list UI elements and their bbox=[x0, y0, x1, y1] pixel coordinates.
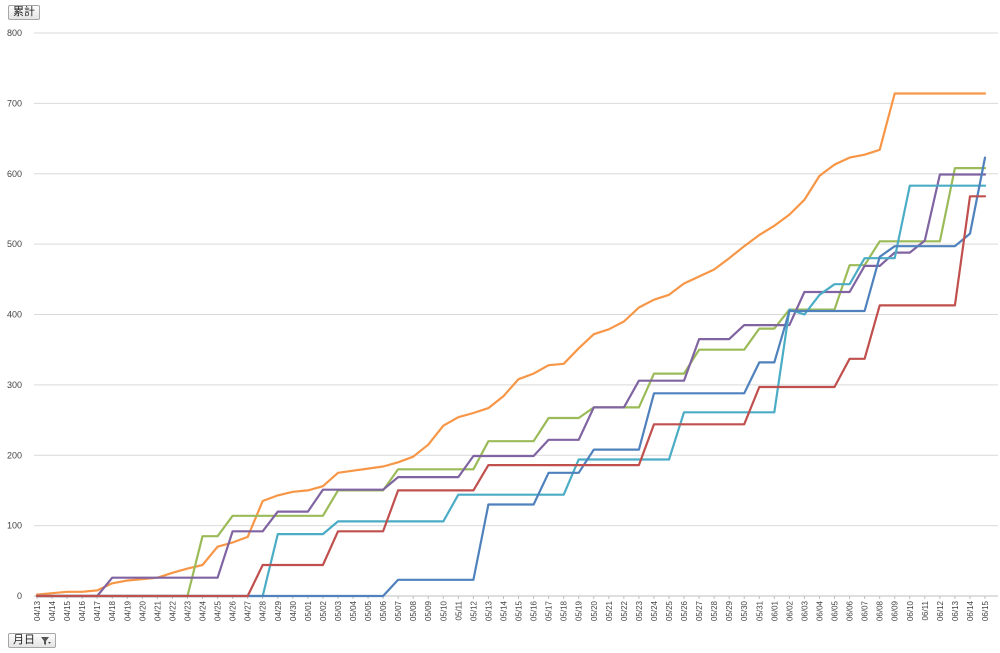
x-tick-label: 05/27 bbox=[695, 600, 704, 621]
x-tick-label: 04/19 bbox=[123, 600, 132, 621]
x-tick-label: 04/20 bbox=[138, 600, 147, 621]
series-line-3[interactable] bbox=[35, 173, 987, 598]
x-tick-label: 05/19 bbox=[575, 600, 584, 621]
x-tick-label: 06/03 bbox=[800, 600, 809, 621]
x-tick-label: 06/10 bbox=[906, 600, 915, 621]
x-tick-label: 06/08 bbox=[876, 600, 885, 621]
x-tick-label: 04/25 bbox=[214, 600, 223, 621]
x-tick-label: 05/15 bbox=[515, 600, 524, 621]
x-tick-label: 04/21 bbox=[153, 600, 162, 621]
x-tick-label: 05/23 bbox=[635, 600, 644, 621]
series-line-2[interactable] bbox=[35, 167, 987, 598]
x-tick-label: 04/13 bbox=[33, 600, 42, 621]
x-tick-label: 05/22 bbox=[620, 600, 629, 621]
x-tick-label: 05/04 bbox=[349, 600, 358, 621]
x-tick-label: 05/20 bbox=[590, 600, 599, 621]
axis-field-label: 月日 bbox=[13, 634, 35, 646]
x-tick-label: 04/14 bbox=[48, 600, 57, 621]
x-tick-label: 06/11 bbox=[921, 600, 930, 620]
x-tick-label: 05/13 bbox=[484, 600, 493, 621]
x-tick-label: 05/06 bbox=[379, 600, 388, 621]
x-tick-label: 04/30 bbox=[289, 600, 298, 621]
x-tick-label: 05/05 bbox=[364, 600, 373, 621]
x-tick-label: 06/06 bbox=[846, 600, 855, 621]
value-field-label: 累計 bbox=[13, 6, 35, 18]
value-field-button[interactable]: 累計 bbox=[8, 5, 40, 20]
x-tick-label: 06/14 bbox=[966, 600, 975, 621]
x-tick-label: 04/28 bbox=[259, 600, 268, 621]
x-tick-label: 06/09 bbox=[891, 600, 900, 621]
x-tick-label: 05/25 bbox=[665, 600, 674, 621]
x-tick-label: 04/27 bbox=[244, 600, 253, 621]
x-tick-label: 05/07 bbox=[394, 600, 403, 621]
x-tick-label: 06/05 bbox=[831, 600, 840, 621]
x-tick-label: 05/01 bbox=[304, 600, 313, 621]
x-tick-label: 06/13 bbox=[951, 600, 960, 621]
series-line-1[interactable] bbox=[35, 92, 987, 596]
x-tick-label: 05/03 bbox=[334, 600, 343, 621]
y-tick-label: 700 bbox=[7, 98, 22, 108]
x-tick-label: 05/02 bbox=[319, 600, 328, 621]
x-tick-label: 04/29 bbox=[274, 600, 283, 621]
x-tick-label: 05/24 bbox=[650, 600, 659, 621]
filter-icon[interactable] bbox=[41, 636, 51, 646]
x-tick-label: 06/15 bbox=[981, 600, 990, 621]
x-tick-label: 05/08 bbox=[409, 600, 418, 621]
x-tick-label: 05/17 bbox=[545, 600, 554, 621]
x-tick-label: 06/12 bbox=[936, 600, 945, 621]
x-tick-label: 06/02 bbox=[785, 600, 794, 621]
x-tick-label: 05/09 bbox=[424, 600, 433, 621]
x-tick-label: 04/24 bbox=[199, 600, 208, 621]
x-tick-label: 05/14 bbox=[499, 600, 508, 621]
x-tick-label: 04/15 bbox=[63, 600, 72, 621]
y-tick-label: 600 bbox=[7, 169, 22, 179]
x-tick-label: 05/31 bbox=[755, 600, 764, 621]
y-tick-label: 500 bbox=[7, 239, 22, 249]
x-tick-label: 05/11 bbox=[454, 600, 463, 620]
y-tick-label: 300 bbox=[7, 380, 22, 390]
x-tick-label: 04/22 bbox=[168, 600, 177, 621]
x-tick-label: 04/16 bbox=[78, 600, 87, 621]
x-tick-label: 05/29 bbox=[725, 600, 734, 621]
x-tick-label: 05/26 bbox=[680, 600, 689, 621]
y-tick-label: 0 bbox=[17, 591, 22, 601]
x-tick-label: 05/10 bbox=[439, 600, 448, 621]
y-tick-label: 200 bbox=[7, 450, 22, 460]
x-tick-label: 05/28 bbox=[710, 600, 719, 621]
axis-field-button[interactable]: 月日 bbox=[8, 633, 56, 648]
x-tick-label: 05/30 bbox=[740, 600, 749, 621]
x-tick-label: 04/17 bbox=[93, 600, 102, 621]
x-tick-label: 06/04 bbox=[815, 600, 824, 621]
x-tick-label: 04/23 bbox=[183, 600, 192, 621]
x-tick-label: 06/01 bbox=[770, 600, 779, 621]
x-tick-label: 05/12 bbox=[469, 600, 478, 621]
series-line-6[interactable] bbox=[35, 195, 987, 598]
series-line-4[interactable] bbox=[35, 184, 987, 598]
y-tick-label: 100 bbox=[7, 521, 22, 531]
x-tick-label: 04/26 bbox=[229, 600, 238, 621]
x-tick-label: 04/18 bbox=[108, 600, 117, 621]
x-tick-label: 05/18 bbox=[560, 600, 569, 621]
x-tick-label: 06/07 bbox=[861, 600, 870, 621]
y-tick-label: 400 bbox=[7, 310, 22, 320]
y-tick-label: 800 bbox=[7, 28, 22, 38]
series-line-5[interactable] bbox=[35, 156, 987, 598]
x-tick-label: 05/16 bbox=[530, 600, 539, 621]
x-tick-label: 05/21 bbox=[605, 600, 614, 621]
